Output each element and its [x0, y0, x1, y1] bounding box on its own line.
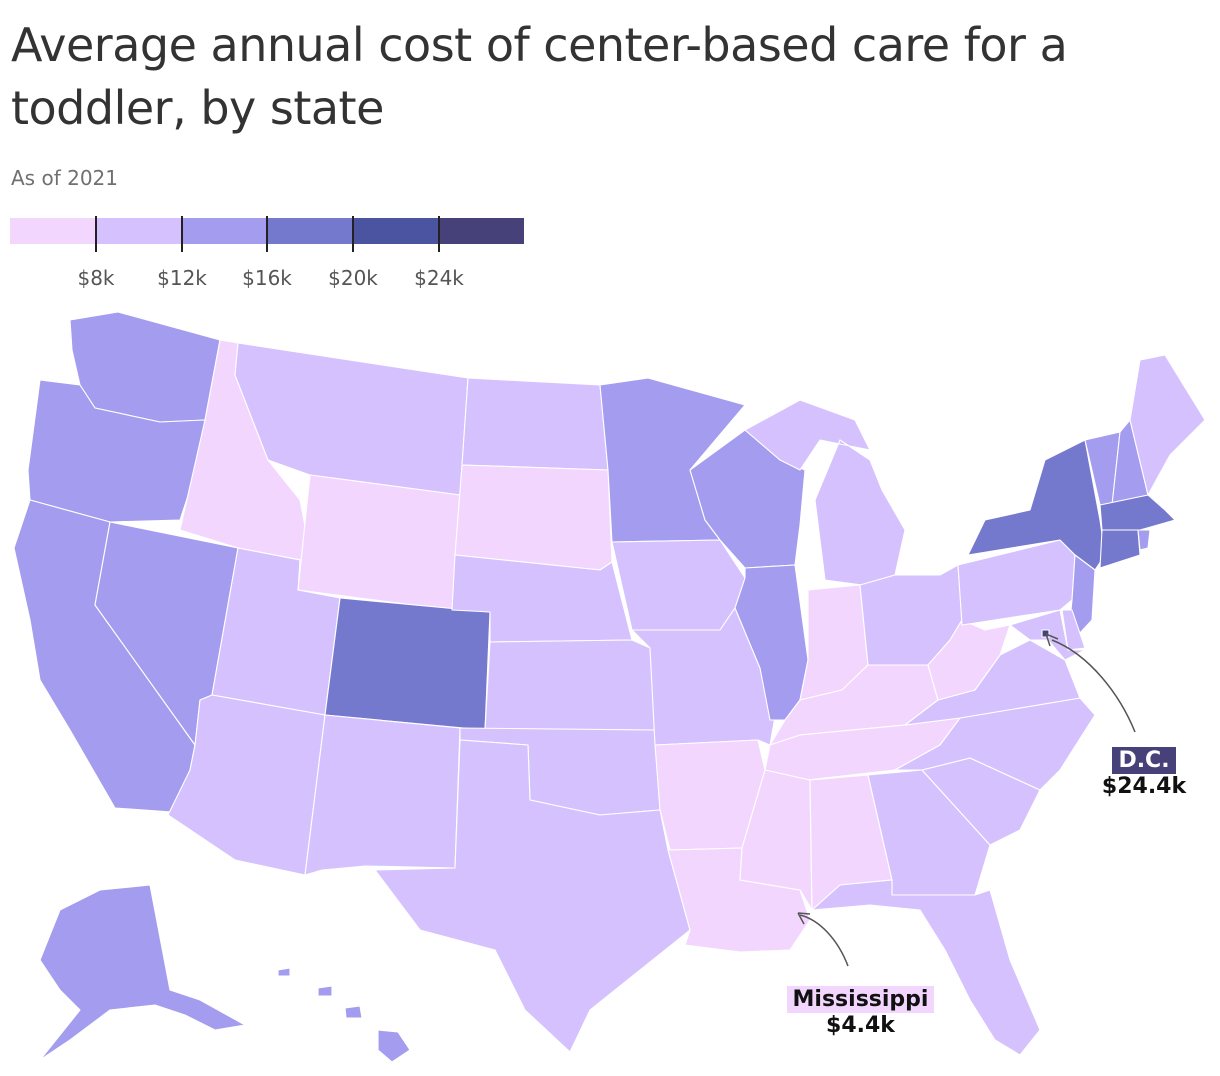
legend-swatch-6 — [438, 218, 525, 244]
dc-callout-value: $24.4k — [1101, 774, 1187, 799]
ms-callout-arrowhead — [797, 912, 811, 925]
chart-subtitle: As of 2021 — [11, 166, 118, 190]
state-wyoming[interactable] — [297, 474, 461, 611]
legend-label-24k: $24k — [414, 266, 464, 290]
legend-label-12k: $12k — [157, 266, 207, 290]
legend-tick — [352, 216, 354, 252]
state-new-mexico[interactable] — [304, 714, 461, 876]
legend-label-16k: $16k — [242, 266, 292, 290]
dc-callout-name: D.C. — [1112, 747, 1176, 774]
legend-label-20k: $20k — [328, 266, 378, 290]
legend-color-bar — [10, 218, 525, 244]
state-iowa[interactable] — [611, 539, 746, 631]
state-new-york[interactable] — [967, 439, 1106, 571]
mississippi-callout-name: Mississippi — [786, 986, 935, 1013]
state-florida[interactable] — [811, 879, 1041, 1056]
state-delaware[interactable] — [1061, 609, 1086, 651]
dc-callout-arrowhead — [1045, 633, 1059, 647]
legend-swatch-2 — [95, 218, 182, 244]
state-missouri[interactable] — [631, 607, 779, 746]
legend-tick — [266, 216, 268, 252]
legend-swatch-4 — [267, 218, 353, 244]
mississippi-callout-value: $4.4k — [826, 1013, 895, 1038]
state-connecticut[interactable] — [1099, 529, 1141, 569]
state-hawaii[interactable] — [277, 967, 411, 1063]
state-alaska[interactable] — [39, 884, 246, 1061]
legend-swatch-5 — [352, 218, 439, 244]
state-rhode-island[interactable] — [1137, 529, 1151, 551]
legend-swatch-3 — [181, 218, 268, 244]
state-north-dakota[interactable] — [461, 377, 609, 471]
legend-tick — [438, 216, 440, 252]
states-layer — [13, 311, 1206, 1063]
chart-title: Average annual cost of center-based care… — [11, 18, 1068, 135]
legend-swatch-1 — [10, 218, 96, 244]
legend-tick — [95, 216, 97, 252]
state-south-dakota[interactable] — [454, 464, 613, 571]
state-texas[interactable] — [374, 739, 691, 1053]
state-district-of-columbia[interactable] — [1041, 629, 1050, 638]
ms-callout-leader — [799, 914, 849, 967]
legend-label-8k: $8k — [77, 266, 115, 290]
color-legend: $8k $12k $16k $20k $24k — [10, 216, 525, 290]
dc-callout-leader — [1051, 639, 1136, 733]
state-colorado[interactable] — [324, 597, 491, 731]
us-choropleth-map — [13, 311, 1206, 1063]
dc-callout: D.C. $24.4k — [1096, 747, 1192, 799]
state-kansas[interactable] — [484, 639, 656, 731]
legend-tick — [181, 216, 183, 252]
mississippi-callout: Mississippi $4.4k — [778, 986, 943, 1038]
state-north-carolina[interactable] — [894, 697, 1096, 791]
state-illinois[interactable] — [734, 564, 809, 721]
state-michigan[interactable] — [744, 399, 906, 586]
